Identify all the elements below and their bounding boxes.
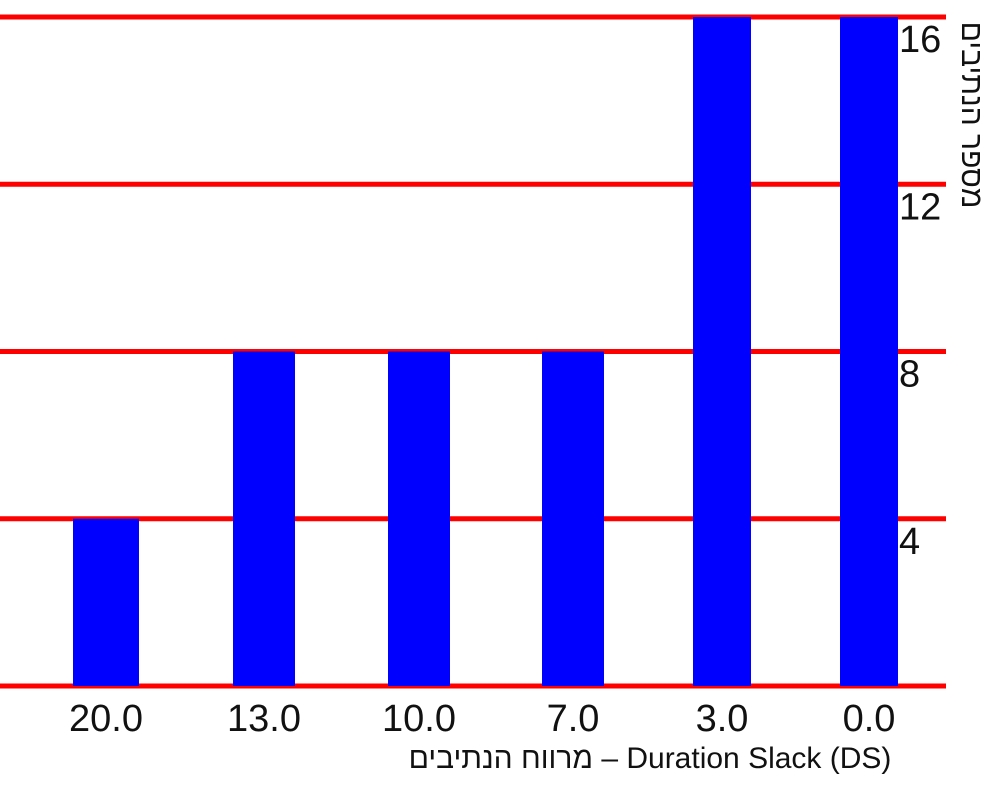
x-tick-label: 7.0	[547, 698, 600, 740]
bars	[73, 17, 898, 686]
x-tick-label: 0.0	[843, 698, 896, 740]
bar-0.0	[840, 17, 898, 686]
x-tick-label: 13.0	[227, 698, 301, 740]
x-tick-label: 20.0	[69, 698, 143, 740]
bar-10.0	[388, 351, 450, 686]
x-tick-label: 3.0	[696, 698, 749, 740]
y-tick-label: 4	[899, 521, 920, 563]
bar-3.0	[693, 17, 751, 686]
y-tick-label: 8	[899, 354, 920, 396]
y-axis-title: מספר הנתיבים	[955, 22, 988, 209]
x-axis-title: מרווח הנתיבים – Duration Slack (DS)	[409, 742, 892, 775]
bar-20.0	[73, 518, 139, 686]
y-tick-labels: 4 8 12 16	[899, 19, 941, 563]
bar-7.0	[542, 351, 604, 686]
y-tick-label: 12	[899, 186, 941, 228]
y-tick-label: 16	[899, 19, 941, 61]
gridlines	[0, 14, 946, 689]
x-tick-label: 10.0	[382, 698, 456, 740]
x-tick-labels: 20.0 13.0 10.0 7.0 3.0 0.0	[69, 698, 895, 740]
bar-13.0	[233, 351, 295, 686]
